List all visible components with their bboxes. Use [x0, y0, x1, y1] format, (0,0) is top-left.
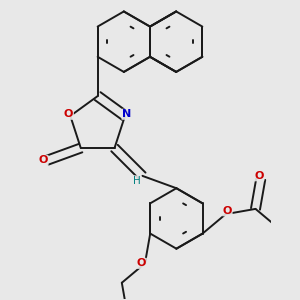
Text: H: H: [134, 176, 141, 186]
Text: O: O: [137, 258, 146, 268]
Text: O: O: [39, 155, 48, 165]
Text: O: O: [254, 171, 264, 181]
Text: N: N: [122, 109, 131, 119]
Text: O: O: [223, 206, 232, 216]
Text: O: O: [64, 109, 73, 119]
